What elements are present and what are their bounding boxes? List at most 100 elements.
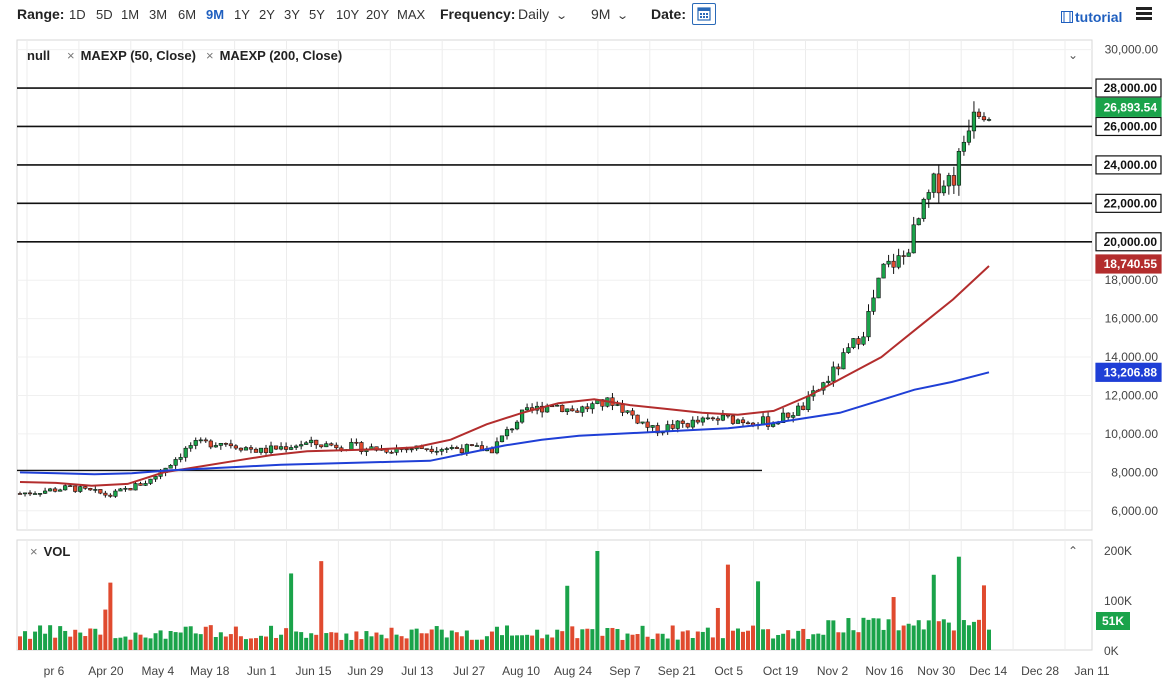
range-button-6m[interactable]: 6M <box>178 7 197 22</box>
volume-bar <box>635 634 640 650</box>
range-button-5y[interactable]: 5Y <box>309 7 325 22</box>
period-dropdown[interactable]: 9M ⌄ <box>591 6 630 22</box>
candle <box>48 488 53 492</box>
volume-bar <box>856 632 861 650</box>
candle <box>685 423 690 428</box>
volume-bar <box>615 629 620 650</box>
toolbar: Range: 1D 5D 1M 3M 6M 9M 1Y 2Y 3Y 5Y 10Y 20Y MAX Fre… <box>0 0 1164 30</box>
volume-bar <box>294 631 299 650</box>
volume-bar <box>921 629 926 650</box>
range-button-20y[interactable]: 20Y <box>366 7 390 22</box>
volume-bar <box>751 625 756 650</box>
volume-bar <box>253 638 258 650</box>
candle <box>911 224 916 254</box>
candle <box>499 435 505 443</box>
volume-y-tick-label: 0K <box>1104 644 1119 658</box>
volume-bar <box>695 631 700 650</box>
x-tick-label: Nov 16 <box>865 664 903 678</box>
volume-bar <box>670 625 675 650</box>
volume-bar <box>725 564 730 650</box>
x-tick-label: Oct 5 <box>714 664 743 678</box>
volume-bar <box>896 630 901 650</box>
x-tick-label: Aug 24 <box>554 664 592 678</box>
volume-bar <box>987 629 991 650</box>
candle <box>981 116 987 121</box>
volume-bar <box>329 632 334 650</box>
range-button-1y[interactable]: 1Y <box>234 7 250 22</box>
volume-bar <box>660 633 665 650</box>
legend-vol[interactable]: × VOL <box>30 544 70 559</box>
candle <box>103 492 108 496</box>
candle <box>625 410 630 413</box>
range-button-3y[interactable]: 3Y <box>284 7 300 22</box>
candle <box>846 347 851 353</box>
volume-bar <box>610 627 615 650</box>
candle <box>238 447 244 451</box>
range-button-5d[interactable]: 5D <box>96 7 113 22</box>
volume-bar <box>33 631 38 650</box>
candle <box>88 488 93 491</box>
volume-bar <box>454 632 459 650</box>
candle <box>78 486 83 492</box>
legend-ma200[interactable]: × MAEXP (200, Close) <box>206 48 342 63</box>
volume-bar <box>936 621 941 650</box>
volume-bar <box>565 585 570 650</box>
frequency-label: Frequency: <box>440 6 516 22</box>
range-button-2y[interactable]: 2Y <box>259 7 275 22</box>
candle <box>133 483 138 491</box>
legend-main: null <box>27 48 50 63</box>
volume-bar <box>58 626 63 650</box>
candle <box>138 483 143 486</box>
y-tick-label: 16,000.00 <box>1105 312 1159 326</box>
frequency-dropdown[interactable]: Daily ⌄ <box>518 6 568 22</box>
volume-bar <box>545 634 550 650</box>
range-button-1d[interactable]: 1D <box>69 7 86 22</box>
volume-bar <box>620 639 625 650</box>
candle <box>268 445 274 453</box>
candle <box>695 419 700 423</box>
volume-bar <box>178 632 183 650</box>
volume-bar <box>605 628 610 650</box>
level-tag-26000-box <box>1095 116 1162 137</box>
level-tag-24000: 24,000.00 <box>1095 155 1162 175</box>
volume-bar <box>520 635 525 650</box>
x-tick-label: pr 6 <box>44 664 65 678</box>
range-button-1m[interactable]: 1M <box>121 7 140 22</box>
legend-main-label: null <box>27 48 51 63</box>
range-button-9m[interactable]: 9M <box>206 7 225 22</box>
candle <box>786 412 791 418</box>
volume-bar <box>113 638 118 650</box>
y-tick-label: 30,000.00 <box>1105 43 1159 57</box>
volume-bar <box>53 637 58 650</box>
collapse-price-panel-icon[interactable]: ⌄ <box>1068 48 1079 62</box>
volume-bar <box>941 619 946 650</box>
film-icon <box>1061 11 1073 23</box>
calendar-button[interactable] <box>692 3 716 25</box>
menu-icon[interactable] <box>1136 7 1152 21</box>
tutorial-link[interactable]: tutorial <box>1061 9 1122 25</box>
candle <box>871 297 876 312</box>
volume-bar <box>223 636 228 650</box>
y-axis: 30,000.00 28,000.00 26,000.00 24,000.00 22,0… <box>17 43 1158 658</box>
range-button-3m[interactable]: 3M <box>149 7 168 22</box>
candle <box>233 445 238 449</box>
remove-vol-icon[interactable]: × <box>30 544 38 559</box>
range-button-max[interactable]: MAX <box>397 7 426 22</box>
candle <box>640 421 645 424</box>
candle <box>791 415 796 418</box>
candle <box>560 404 565 413</box>
volume-bar <box>309 633 314 650</box>
candle <box>469 444 474 446</box>
collapse-volume-panel-icon[interactable]: ⌃ <box>1068 544 1079 558</box>
volume-bar <box>153 633 158 650</box>
x-tick-label: Nov 30 <box>917 664 955 678</box>
candle <box>304 442 309 445</box>
volume-bar <box>284 628 289 650</box>
legend-ma50[interactable]: × MAEXP (50, Close) <box>67 48 196 63</box>
remove-ma50-icon[interactable]: × <box>67 48 75 63</box>
volume-bar <box>173 632 178 650</box>
x-tick-label: Aug 10 <box>502 664 540 678</box>
remove-ma200-icon[interactable]: × <box>206 48 214 63</box>
range-button-10y[interactable]: 10Y <box>336 7 360 22</box>
candle <box>705 417 710 420</box>
